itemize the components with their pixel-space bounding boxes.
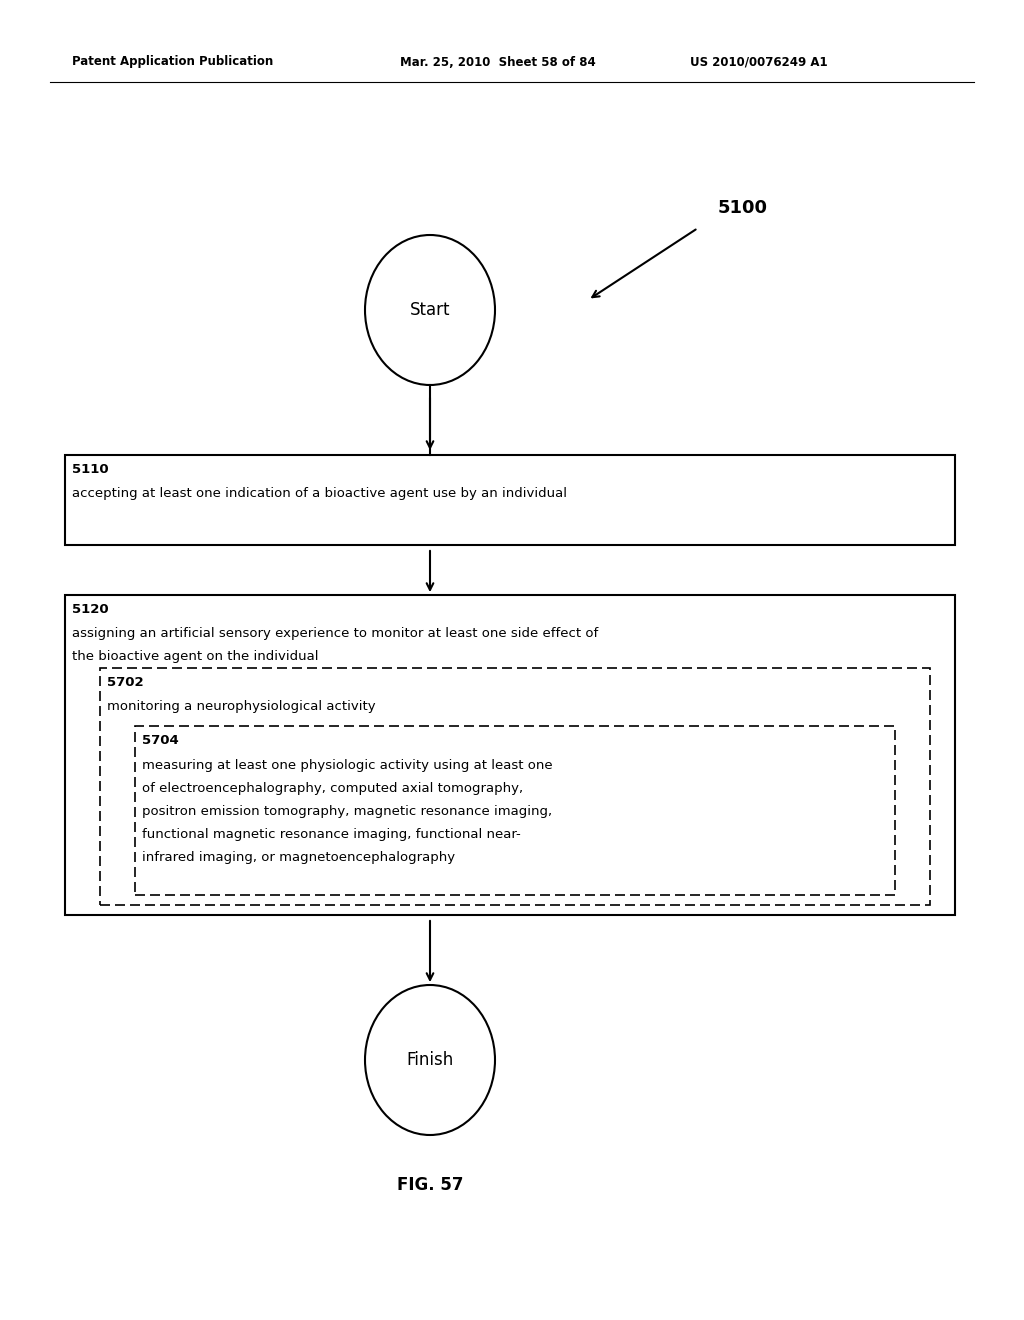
Text: monitoring a neurophysiological activity: monitoring a neurophysiological activity <box>106 700 376 713</box>
Text: assigning an artificial sensory experience to monitor at least one side effect o: assigning an artificial sensory experien… <box>72 627 598 640</box>
Bar <box>100 668 930 906</box>
Text: 5704: 5704 <box>142 734 179 747</box>
Text: infrared imaging, or magnetoencephalography: infrared imaging, or magnetoencephalogra… <box>142 851 455 865</box>
Bar <box>65 595 955 915</box>
Text: of electroencephalography, computed axial tomography,: of electroencephalography, computed axia… <box>142 781 523 795</box>
Text: the bioactive agent on the individual: the bioactive agent on the individual <box>72 649 318 663</box>
Text: 5120: 5120 <box>72 603 109 616</box>
Text: functional magnetic resonance imaging, functional near-: functional magnetic resonance imaging, f… <box>142 828 521 841</box>
Text: Patent Application Publication: Patent Application Publication <box>72 55 273 69</box>
Text: accepting at least one indication of a bioactive agent use by an individual: accepting at least one indication of a b… <box>72 487 567 500</box>
Text: Start: Start <box>410 301 451 319</box>
Text: positron emission tomography, magnetic resonance imaging,: positron emission tomography, magnetic r… <box>142 805 552 818</box>
Text: 5100: 5100 <box>718 199 768 216</box>
Text: US 2010/0076249 A1: US 2010/0076249 A1 <box>690 55 827 69</box>
Text: FIG. 57: FIG. 57 <box>396 1176 463 1195</box>
Text: 5702: 5702 <box>106 676 143 689</box>
Bar <box>65 455 955 545</box>
Text: measuring at least one physiologic activity using at least one: measuring at least one physiologic activ… <box>142 759 553 772</box>
Text: Mar. 25, 2010  Sheet 58 of 84: Mar. 25, 2010 Sheet 58 of 84 <box>400 55 596 69</box>
Bar <box>135 726 895 895</box>
Text: 5110: 5110 <box>72 463 109 477</box>
Text: Finish: Finish <box>407 1051 454 1069</box>
